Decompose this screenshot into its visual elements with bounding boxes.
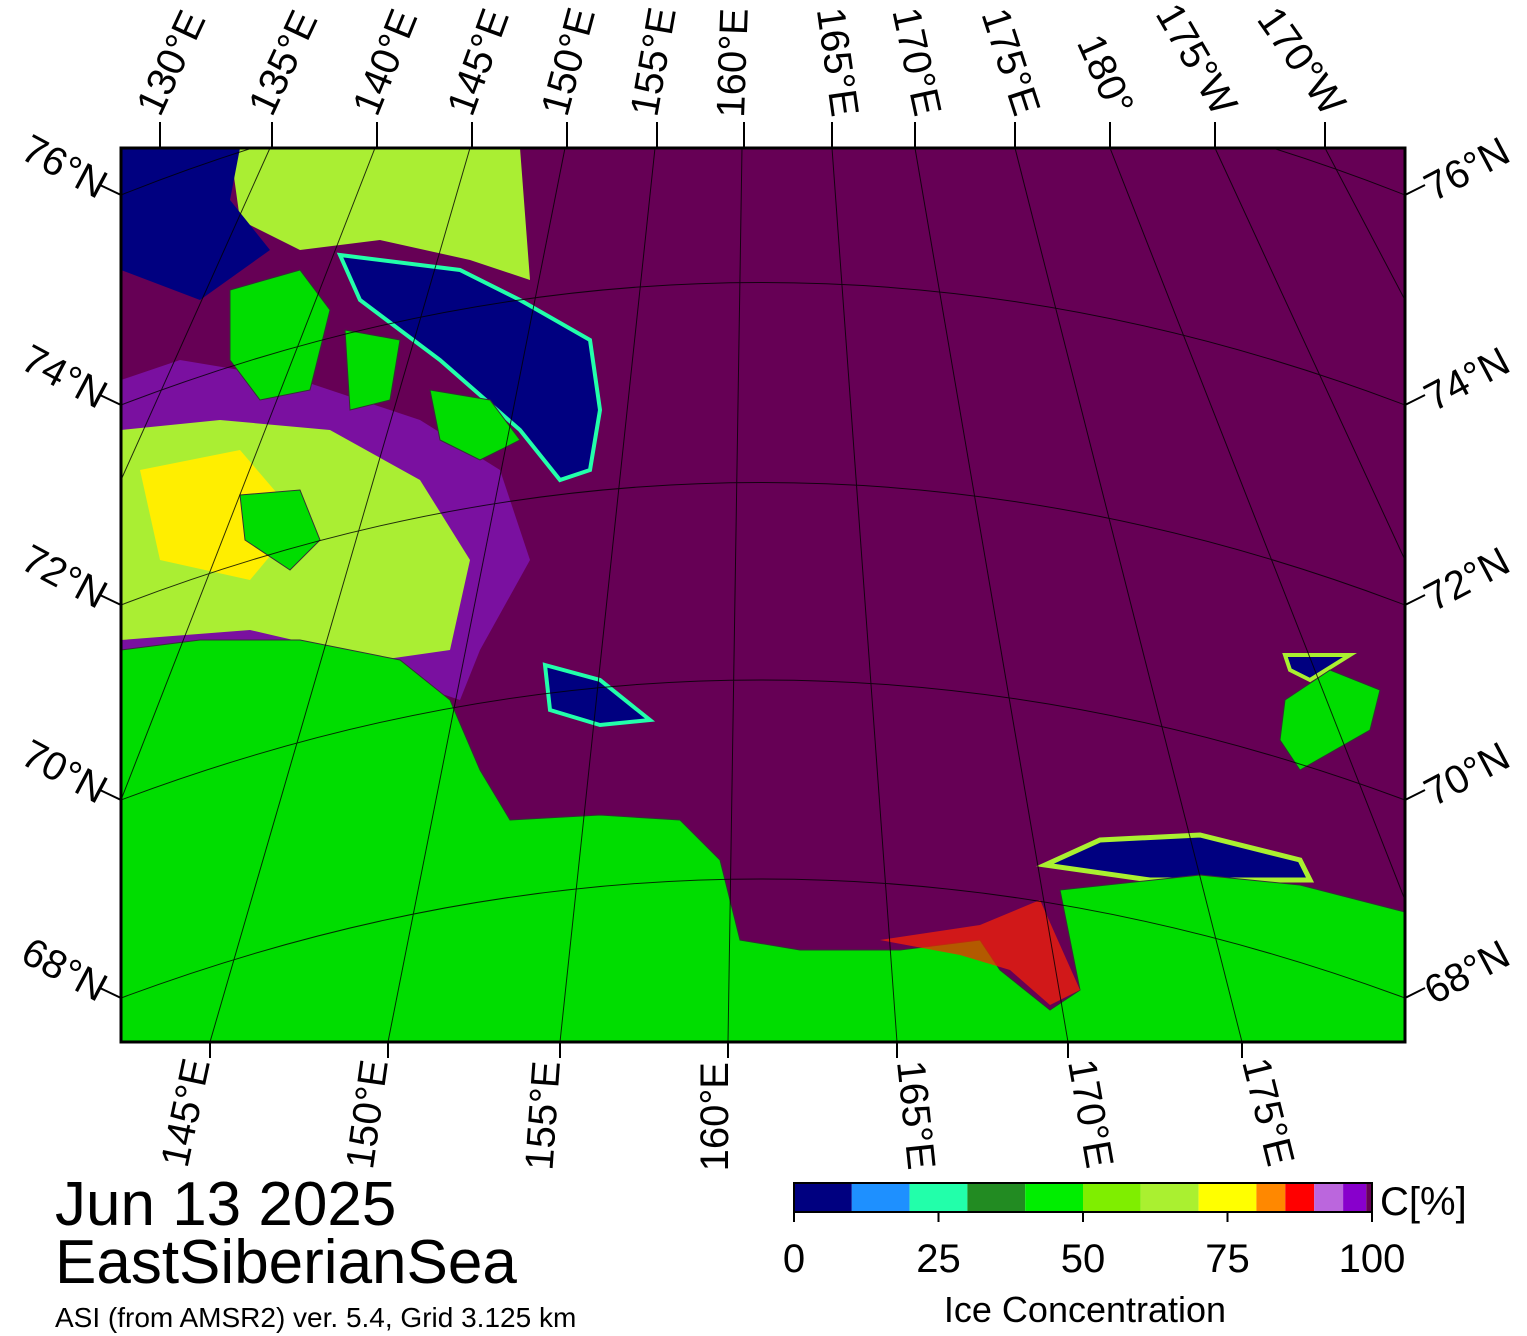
ice-free-patch bbox=[1282, 653, 1357, 683]
ice-free-patch bbox=[542, 662, 656, 728]
tick bbox=[99, 789, 122, 801]
colorbar-segment bbox=[1343, 1183, 1367, 1212]
right-label: 76°N bbox=[1417, 129, 1517, 210]
bottom-label: 150°E bbox=[338, 1057, 397, 1171]
tick bbox=[1404, 184, 1426, 196]
top-label: 140°E bbox=[345, 3, 427, 121]
tick bbox=[1404, 394, 1426, 406]
ice-free-patch bbox=[336, 252, 603, 483]
right-label: 70°N bbox=[1417, 734, 1517, 815]
colorbar-tick-label: 100 bbox=[1339, 1237, 1406, 1281]
date: Jun 13 2025 bbox=[55, 1170, 396, 1239]
left-label: 72°N bbox=[15, 537, 115, 618]
map bbox=[121, 148, 1405, 1042]
source: ASI (from AMSR2) ver. 5.4, Grid 3.125 km bbox=[55, 1302, 576, 1333]
region: EastSiberianSea bbox=[55, 1228, 517, 1297]
colorbar-segment bbox=[794, 1183, 852, 1212]
right-label: 68°N bbox=[1417, 932, 1517, 1013]
colorbar-segment bbox=[1285, 1183, 1315, 1212]
top-label: 170°W bbox=[1249, 0, 1354, 123]
left-label: 70°N bbox=[15, 732, 115, 813]
right-label: 74°N bbox=[1417, 339, 1517, 420]
left-label: 76°N bbox=[15, 127, 115, 208]
tick bbox=[99, 987, 122, 999]
colorbar-tick-label: 50 bbox=[1061, 1237, 1106, 1281]
top-label: 170°E bbox=[883, 4, 949, 120]
island bbox=[429, 389, 521, 461]
colorbar-segment bbox=[1198, 1183, 1257, 1212]
colorbar-tick-label: 25 bbox=[916, 1237, 961, 1281]
top-label: 145°E bbox=[439, 3, 518, 121]
coastal-ice bbox=[880, 900, 1080, 1005]
colorbar-segment bbox=[1314, 1183, 1344, 1212]
tick bbox=[1404, 987, 1426, 999]
bottom-label: 160°E bbox=[693, 1062, 737, 1171]
colorbar-segment bbox=[1025, 1183, 1083, 1212]
bottom-label: 155°E bbox=[517, 1060, 569, 1172]
bottom-label: 165°E bbox=[888, 1058, 943, 1171]
ice-free-patch bbox=[121, 148, 270, 300]
tick bbox=[99, 594, 122, 606]
top-label: 130°E bbox=[128, 4, 214, 122]
top-label: 160°E bbox=[709, 7, 757, 118]
top-label: 135°E bbox=[240, 4, 326, 122]
top-label: 150°E bbox=[533, 3, 604, 120]
colorbar-segment bbox=[1366, 1183, 1372, 1212]
colorbar-tick-label: 75 bbox=[1205, 1237, 1250, 1281]
colorbar-segment bbox=[851, 1183, 910, 1212]
bottom-label: 175°E bbox=[1233, 1054, 1302, 1171]
colorbar-title: Ice Concentration bbox=[944, 1289, 1226, 1330]
tick bbox=[1404, 594, 1426, 606]
bottom-label: 170°E bbox=[1059, 1056, 1121, 1171]
island bbox=[239, 489, 321, 571]
colorbar-segment bbox=[1140, 1183, 1199, 1212]
top-label: 180° bbox=[1068, 28, 1142, 121]
tick bbox=[1404, 789, 1426, 801]
bottom-label: 145°E bbox=[153, 1055, 219, 1171]
map-frame bbox=[119, 146, 1407, 1044]
land bbox=[121, 639, 1405, 1042]
colorbar-segment bbox=[909, 1183, 968, 1212]
tick bbox=[99, 184, 122, 196]
colorbar-segment bbox=[1083, 1183, 1141, 1212]
colorbar-tick-label: 0 bbox=[783, 1237, 805, 1281]
colorbar-segment bbox=[1256, 1183, 1286, 1212]
colorbar-unit: C[%] bbox=[1380, 1180, 1467, 1224]
tick bbox=[99, 394, 122, 406]
colorbar-segment bbox=[967, 1183, 1026, 1212]
mid-ice bbox=[230, 148, 530, 280]
island bbox=[229, 269, 331, 401]
top-label: 175°E bbox=[973, 3, 1049, 121]
right-label: 72°N bbox=[1417, 539, 1517, 620]
left-label: 74°N bbox=[15, 337, 115, 418]
top-label: 175°W bbox=[1147, 0, 1245, 123]
left-label: 68°N bbox=[15, 930, 115, 1011]
graticule bbox=[121, 148, 1405, 1042]
top-label: 155°E bbox=[623, 4, 685, 119]
island bbox=[1279, 669, 1381, 771]
island bbox=[344, 329, 401, 411]
top-label: 165°E bbox=[808, 5, 867, 119]
